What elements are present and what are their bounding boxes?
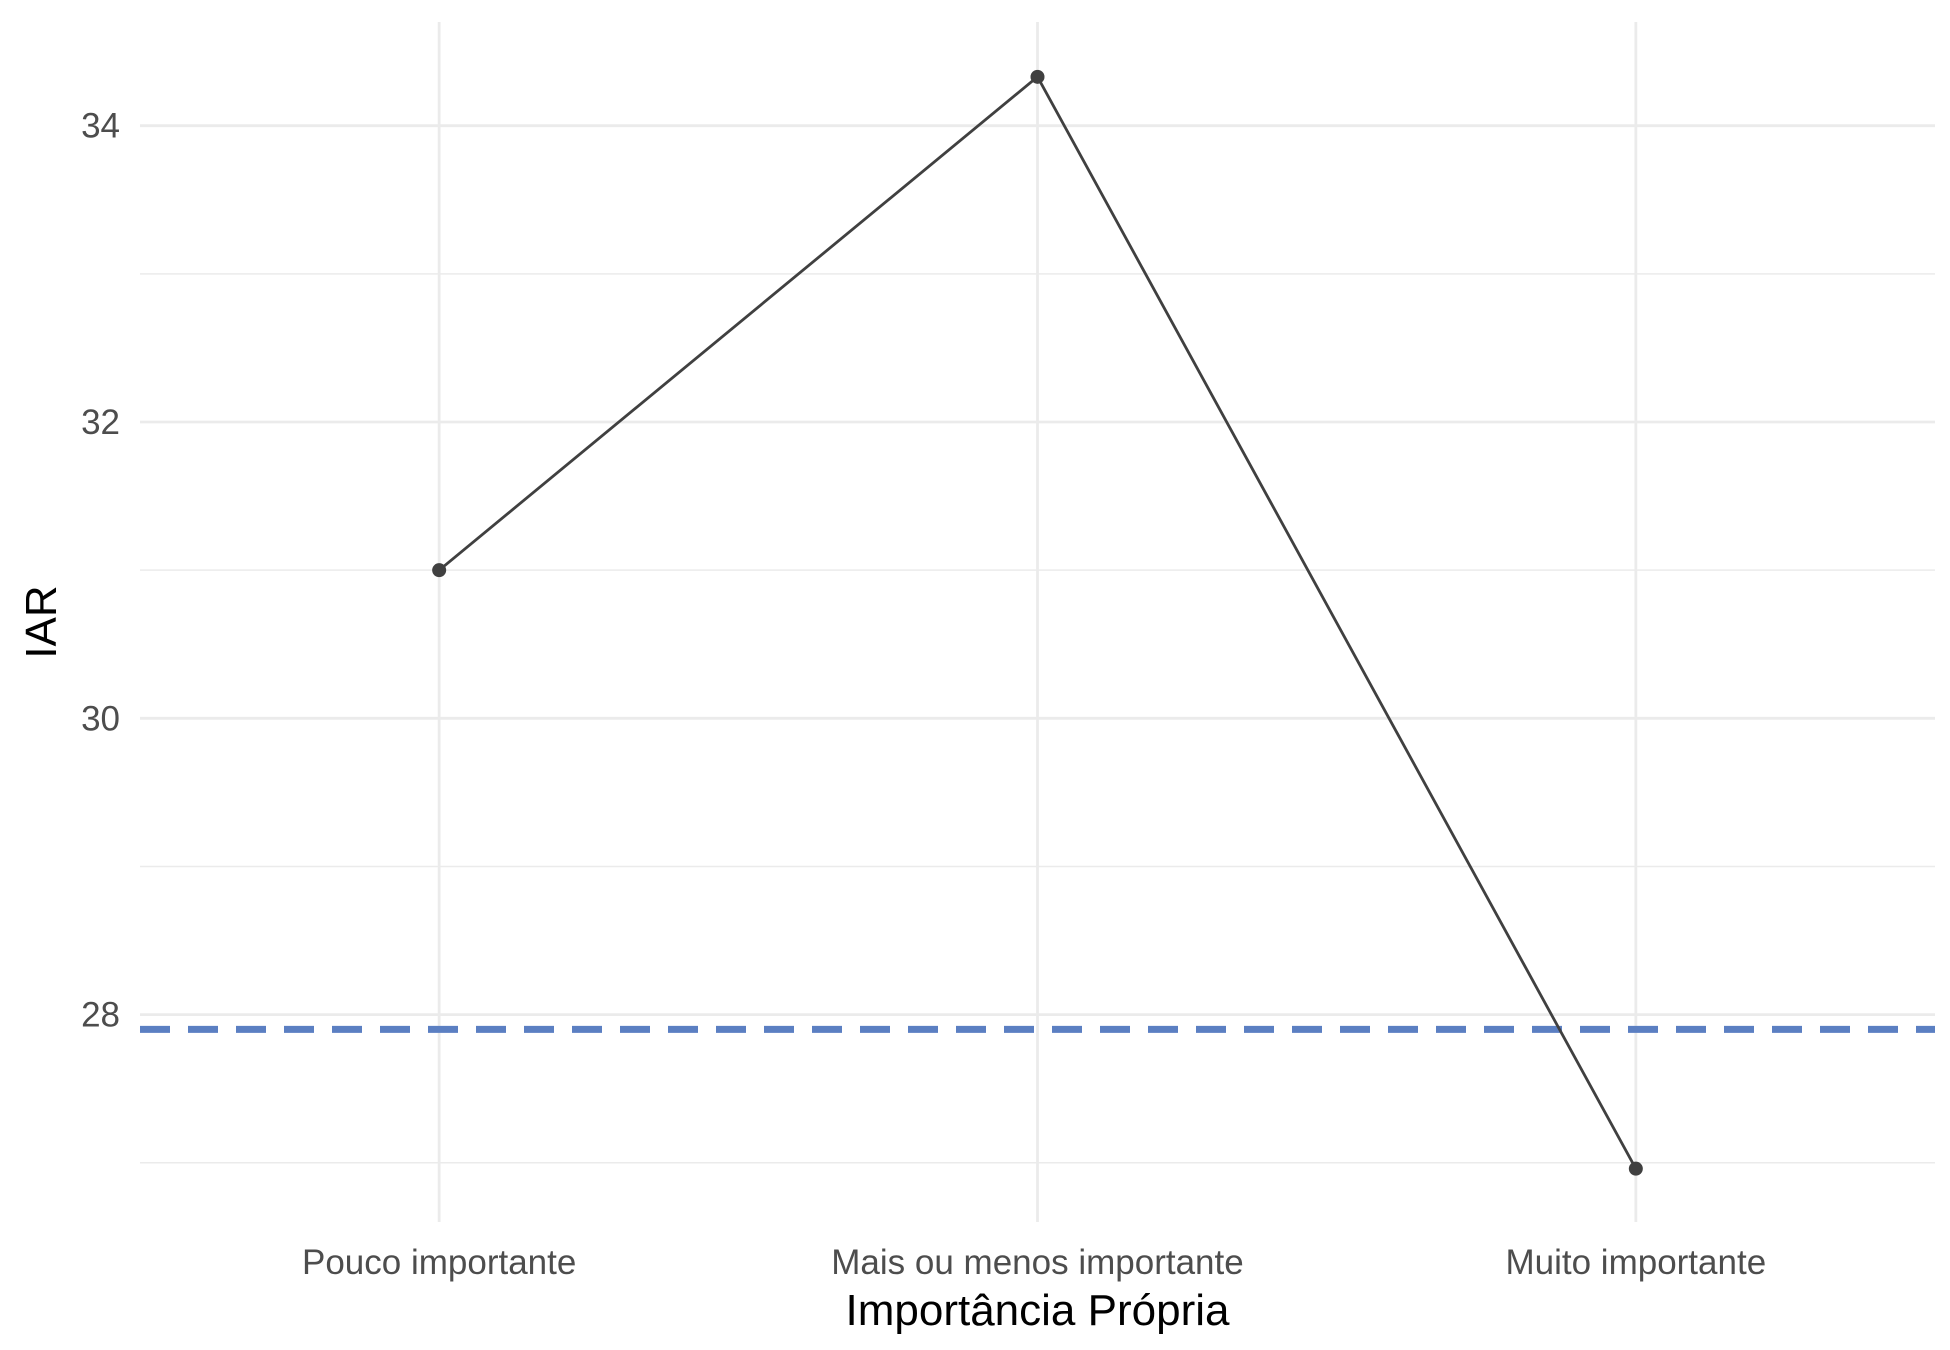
x-tick-label: Mais ou menos importante [831, 1243, 1243, 1282]
y-tick-label: 34 [81, 107, 120, 146]
y-tick-labels: 28 30 32 34 [81, 107, 120, 1035]
data-point [1628, 1161, 1643, 1176]
y-tick-label: 28 [81, 996, 120, 1035]
y-tick-label: 32 [81, 403, 120, 442]
y-tick-label: 30 [81, 699, 120, 738]
x-tick-labels: Pouco importante Mais ou menos importante… [302, 1243, 1766, 1282]
y-axis-title: IAR [17, 585, 66, 658]
data-point [432, 563, 447, 578]
x-tick-label: Muito importante [1505, 1243, 1766, 1282]
grid-lines [140, 22, 1935, 1222]
series-layer [432, 69, 1643, 1176]
data-point [1030, 69, 1045, 84]
x-axis-title: Importância Própria [846, 1286, 1230, 1335]
x-tick-label: Pouco importante [302, 1243, 576, 1282]
